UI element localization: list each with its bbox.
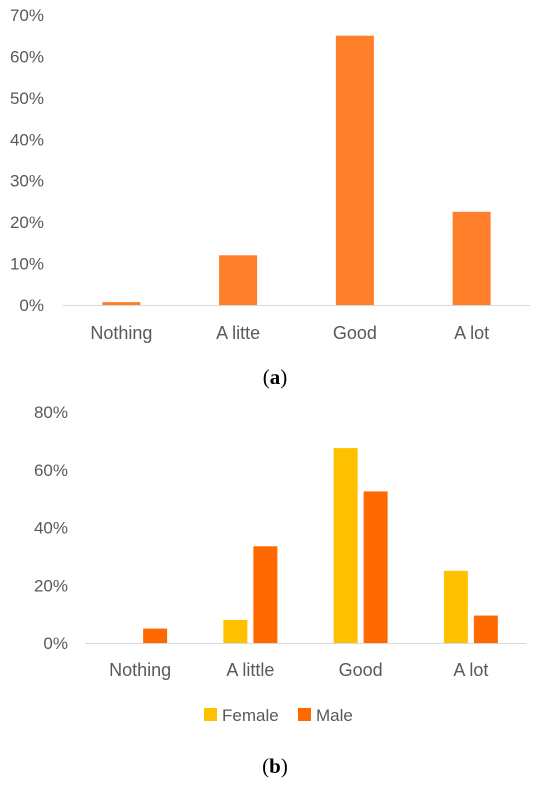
chart-a-bar [102, 302, 141, 305]
chart-a: 0% 10% 20% 30% 40% 50% 60% 70% Nothing A litte Go… [10, 6, 530, 389]
chart-b-bar-female [443, 570, 468, 643]
chart-a-bars [102, 35, 491, 305]
chart-a-x-axis: Nothing A litte Good A lot [90, 323, 489, 343]
chart-b-legend: Female Male [204, 706, 353, 725]
legend-label-female: Female [222, 706, 279, 725]
chart-a-y-tick-label: 0% [19, 296, 44, 315]
chart-a-bar [335, 35, 374, 305]
chart-b-y-tick-label: 0% [43, 634, 68, 653]
chart-b-bar-female [333, 448, 358, 643]
chart-a-category-label: A litte [216, 323, 260, 343]
chart-a-y-tick-label: 20% [10, 213, 44, 232]
chart-a-category-label: Nothing [90, 323, 152, 343]
chart-a-y-tick-label: 10% [10, 255, 44, 274]
chart-a-bar [219, 255, 258, 305]
chart-b-y-tick-label: 20% [34, 576, 68, 595]
chart-a-bar [452, 211, 491, 305]
chart-a-category-label: A lot [454, 323, 489, 343]
chart-a-category-label: Good [333, 323, 377, 343]
chart-b-category-label: A lot [453, 660, 488, 680]
chart-a-y-tick-label: 40% [10, 130, 44, 149]
legend-label-male: Male [316, 706, 353, 725]
chart-b-x-axis: Nothing A little Good A lot [109, 660, 488, 680]
legend-swatch-male [298, 708, 311, 721]
legend-swatch-female [204, 708, 217, 721]
chart-b-y-tick-label: 60% [34, 461, 68, 480]
chart-b-bar-male [363, 491, 388, 643]
chart-b-y-tick-label: 40% [34, 519, 68, 538]
chart-b-bar-male [473, 615, 498, 643]
chart-b-bar-male [143, 628, 168, 643]
chart-b: 0%20%40%60%80% Nothing A little Good A lot … [34, 403, 526, 778]
chart-a-y-tick-label: 50% [10, 89, 44, 108]
chart-a-caption: (a) [263, 365, 288, 389]
chart-b-caption: (b) [262, 754, 288, 778]
chart-b-bars [143, 448, 498, 643]
chart-b-bar-male [253, 546, 278, 643]
chart-a-caption-label: a [270, 365, 281, 389]
chart-a-y-axis: 0% 10% 20% 30% 40% 50% 60% 70% [10, 6, 44, 315]
chart-b-category-label: Nothing [109, 660, 171, 680]
chart-b-bar-female [223, 619, 248, 643]
chart-b-caption-label: b [269, 754, 281, 778]
chart-b-category-label: A little [226, 660, 274, 680]
chart-a-y-tick-label: 30% [10, 172, 44, 191]
chart-b-y-tick-label: 80% [34, 403, 68, 422]
chart-b-category-label: Good [339, 660, 383, 680]
chart-b-y-axis: 0% 20% 40% 60% 80% [34, 403, 68, 653]
chart-a-y-tick-label: 70% [10, 6, 44, 25]
chart-a-y-tick-label: 60% [10, 47, 44, 66]
